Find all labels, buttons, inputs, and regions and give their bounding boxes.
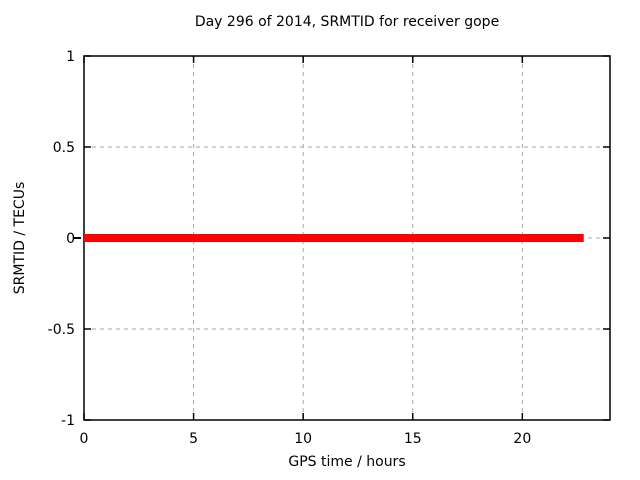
x-tick-label: 0 (80, 431, 89, 447)
y-tick-label: -1 (61, 413, 75, 429)
y-tick-label: 0.5 (53, 140, 75, 156)
x-tick-labels: 0 5 10 15 20 (80, 431, 532, 447)
y-tick-label: 0 (66, 231, 75, 247)
x-tick-label: 5 (189, 431, 198, 447)
x-tick-label: 10 (294, 431, 312, 447)
y-tick-label: -0.5 (48, 322, 75, 338)
y-tick-label: 1 (66, 49, 75, 65)
y-tick-labels: -1 -0.5 0 0.5 1 (48, 49, 75, 429)
x-tick-label: 15 (404, 431, 422, 447)
x-axis-title: GPS time / hours (288, 454, 406, 470)
chart-title: Day 296 of 2014, SRMTID for receiver gop… (194, 14, 500, 30)
x-tick-label: 20 (513, 431, 531, 447)
